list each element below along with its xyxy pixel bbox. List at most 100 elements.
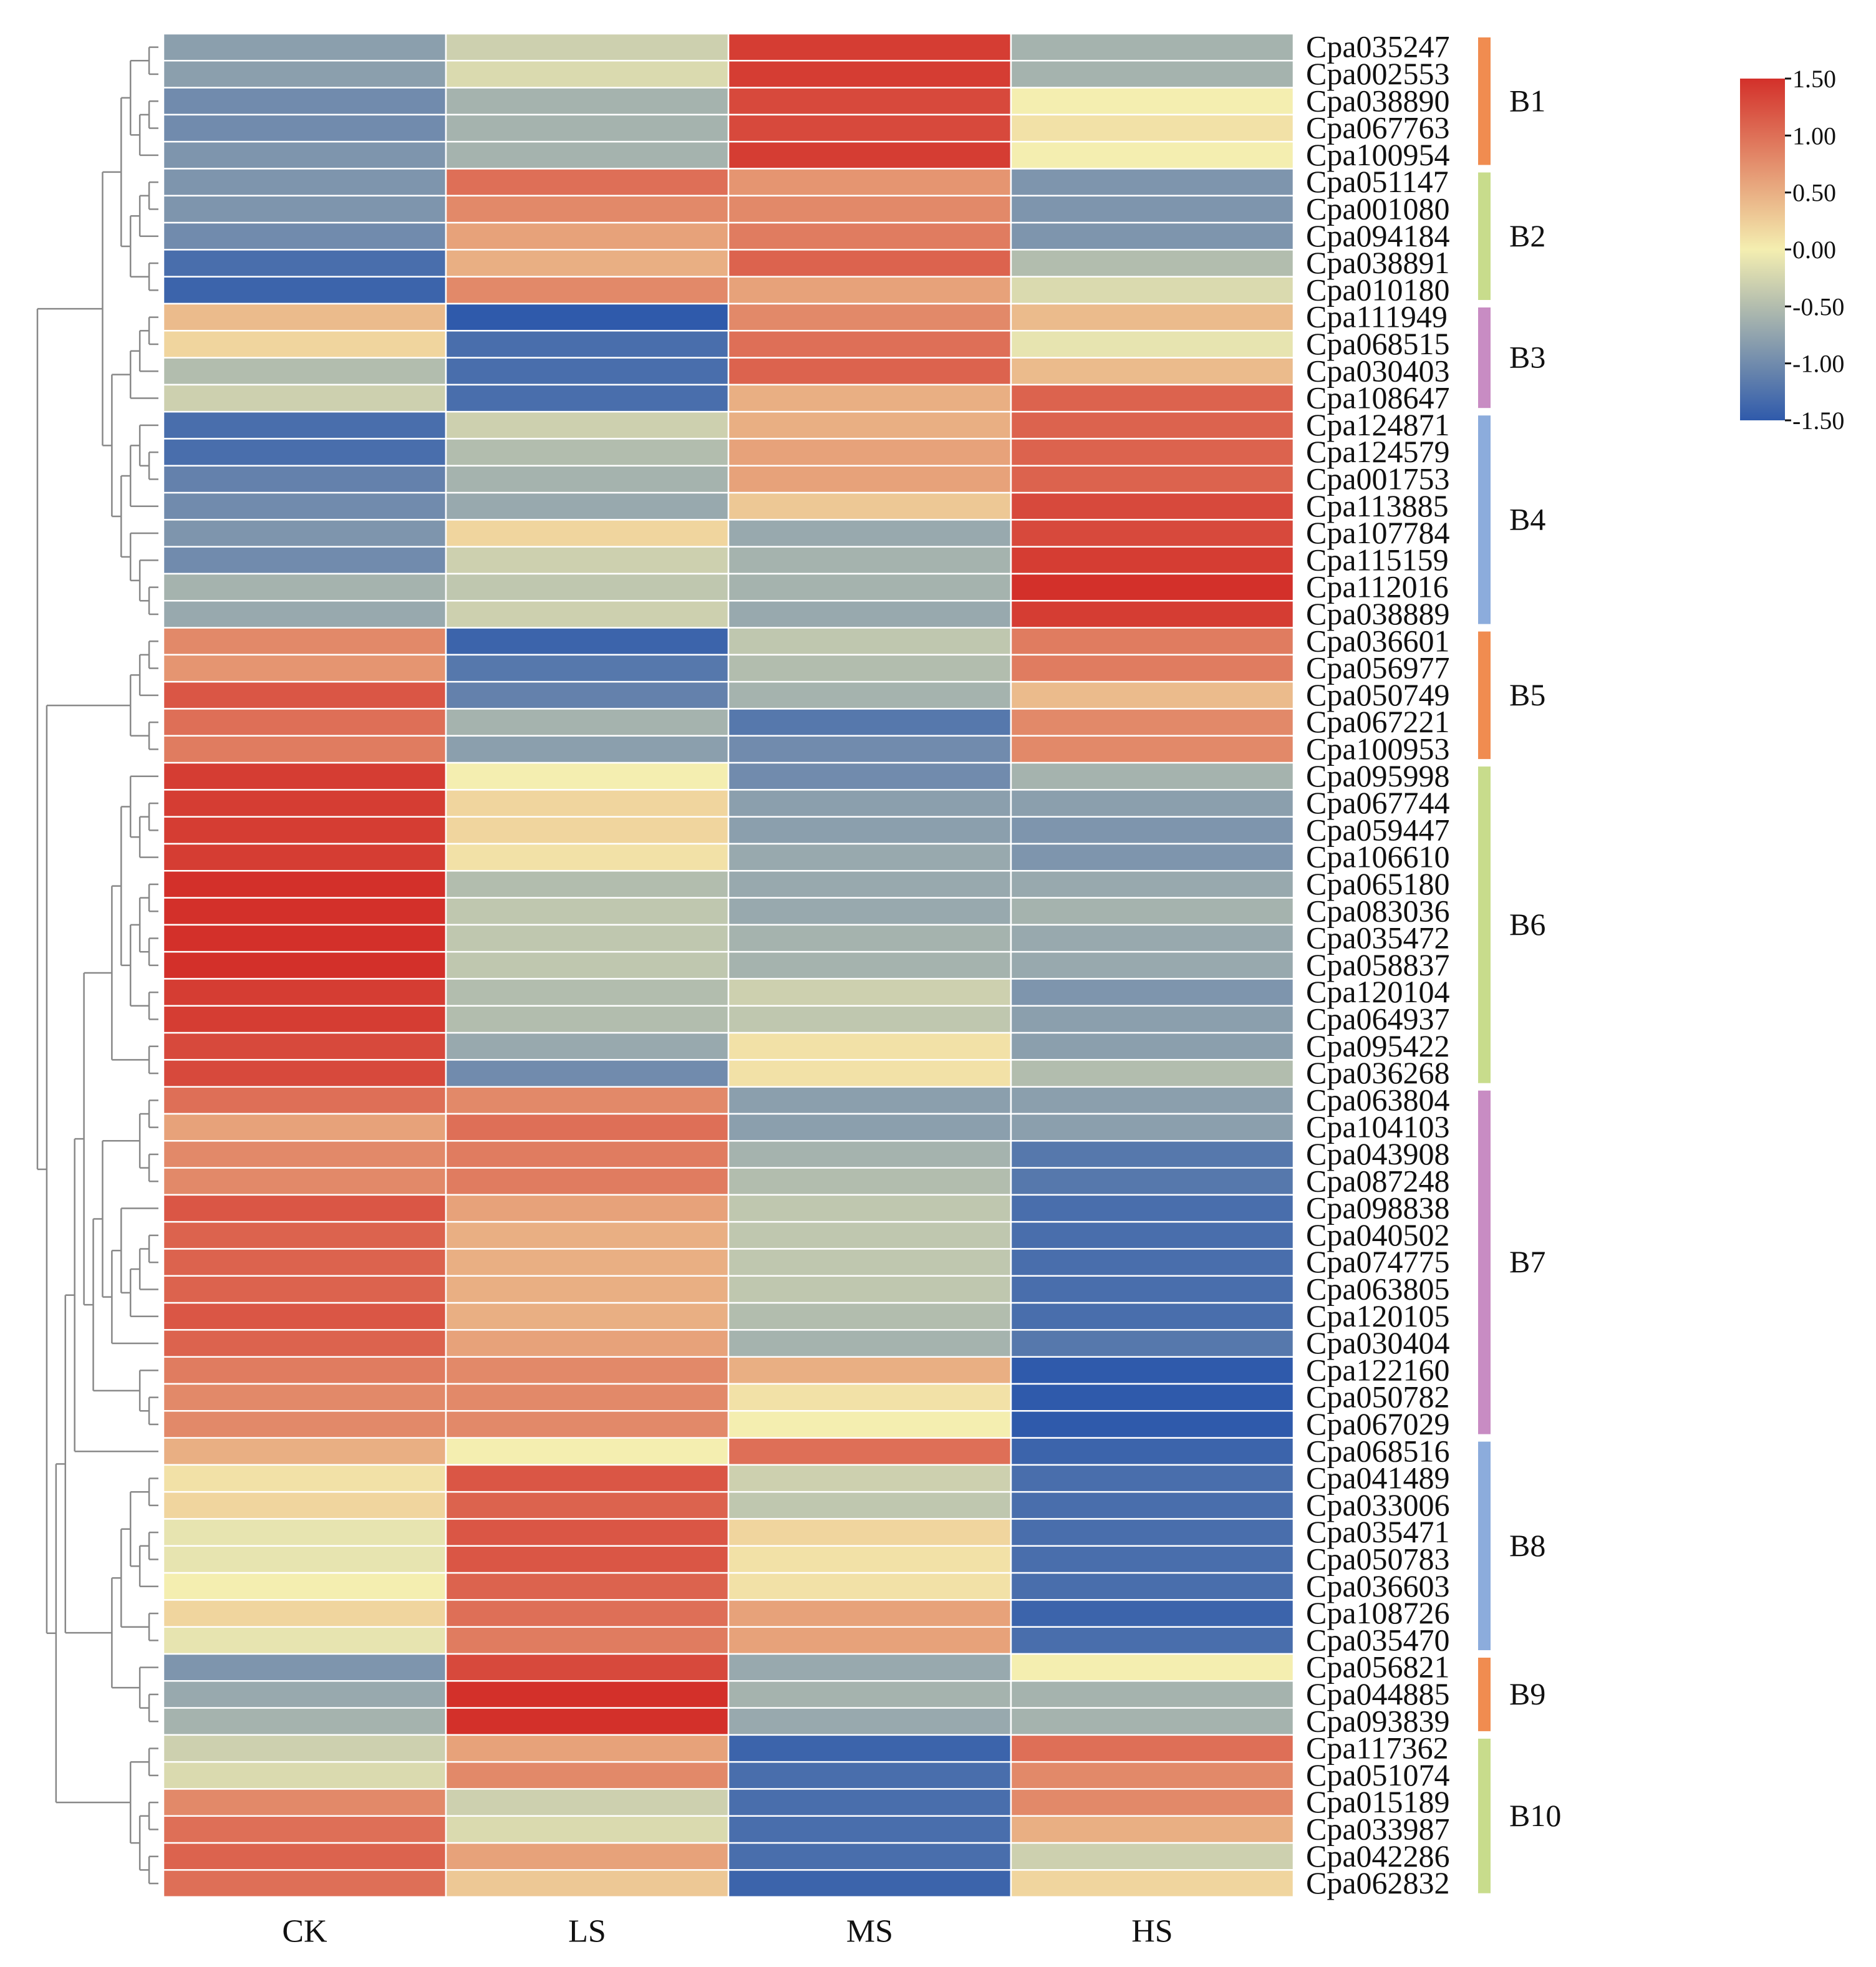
heatmap-cell	[1010, 1086, 1295, 1115]
heatmap-cell	[1010, 1653, 1295, 1682]
heatmap-cell	[727, 761, 1012, 791]
heatmap-cell	[162, 1086, 447, 1115]
row-label: Cpa036601	[1306, 623, 1450, 658]
heatmap-cell	[727, 276, 1012, 305]
row-label: Cpa124579	[1306, 434, 1450, 469]
heatmap-cell	[727, 1869, 1012, 1898]
heatmap-cell	[162, 761, 447, 791]
heatmap-cell	[727, 600, 1012, 629]
row-label: Cpa051147	[1306, 164, 1449, 199]
heatmap-cell	[727, 1626, 1012, 1655]
row-label: Cpa112016	[1306, 569, 1449, 604]
heatmap-cell	[162, 600, 447, 629]
heatmap-cell	[727, 924, 1012, 953]
heatmap-cell	[162, 330, 447, 359]
heatmap-cell	[1010, 1248, 1295, 1277]
heatmap-cell	[727, 221, 1012, 251]
heatmap-cell	[1010, 1599, 1295, 1628]
heatmap-cell	[162, 1869, 447, 1898]
heatmap-cell	[1010, 897, 1295, 926]
heatmap-cell	[727, 60, 1012, 89]
heatmap-cell	[727, 491, 1012, 521]
heatmap-cell	[162, 1194, 447, 1223]
heatmap-cell	[727, 1302, 1012, 1331]
heatmap-cell	[727, 735, 1012, 764]
row-label: Cpa030403	[1306, 353, 1450, 388]
heatmap-cell	[1010, 1788, 1295, 1817]
heatmap-cell	[1010, 1302, 1295, 1331]
row-label: Cpa087248	[1306, 1163, 1450, 1198]
heatmap-cell	[1010, 1545, 1295, 1574]
heatmap-cell	[445, 1761, 730, 1790]
row-label: Cpa063805	[1306, 1271, 1450, 1306]
heatmap-cell	[162, 1680, 447, 1709]
heatmap-cell	[445, 1491, 730, 1520]
row-label: Cpa095998	[1306, 758, 1450, 793]
heatmap-cell	[727, 1220, 1012, 1250]
heatmap-cell	[162, 32, 447, 62]
heatmap-cell	[1010, 1707, 1295, 1736]
color-scale-tick-label: -1.50	[1792, 407, 1844, 435]
row-label: Cpa035472	[1306, 921, 1450, 955]
heatmap-cell	[445, 1059, 730, 1088]
heatmap-cell	[445, 1545, 730, 1574]
heatmap-cell	[727, 1059, 1012, 1088]
cluster-bar	[1478, 631, 1491, 760]
heatmap-cell	[445, 789, 730, 818]
row-label: Cpa062832	[1306, 1865, 1450, 1900]
heatmap-cell	[445, 1140, 730, 1169]
row-label: Cpa036603	[1306, 1568, 1450, 1603]
heatmap-cell	[445, 1788, 730, 1817]
cluster-label: B2	[1509, 218, 1545, 253]
heatmap-cell	[445, 1518, 730, 1547]
heatmap-cell	[1010, 87, 1295, 116]
heatmap-cell	[1010, 627, 1295, 656]
cluster-bar	[1478, 307, 1491, 408]
heatmap-cell	[162, 1707, 447, 1736]
heatmap-cell	[727, 1167, 1012, 1196]
heatmap-cell	[162, 221, 447, 251]
heatmap-cell	[727, 708, 1012, 737]
heatmap-cell	[727, 1140, 1012, 1169]
heatmap-cell	[727, 168, 1012, 197]
row-label: Cpa041489	[1306, 1461, 1450, 1496]
heatmap-cell	[727, 546, 1012, 575]
heatmap-cell	[1010, 1167, 1295, 1196]
row-label: Cpa100954	[1306, 137, 1450, 172]
row-label: Cpa042286	[1306, 1839, 1450, 1873]
heatmap-cell	[727, 1383, 1012, 1412]
heatmap-cell	[1010, 1383, 1295, 1412]
row-label: Cpa107784	[1306, 515, 1450, 550]
heatmap-cell	[162, 843, 447, 872]
heatmap-cell	[445, 1275, 730, 1304]
heatmap-cell	[445, 1220, 730, 1250]
heatmap-cell	[162, 1572, 447, 1601]
row-label: Cpa065180	[1306, 866, 1450, 901]
heatmap-cell	[445, 978, 730, 1007]
heatmap-cell	[727, 195, 1012, 224]
heatmap-cell	[162, 978, 447, 1007]
column-label: CK	[282, 1914, 327, 1950]
row-label: Cpa002553	[1306, 56, 1450, 91]
heatmap-cell	[1010, 761, 1295, 791]
heatmap-cell	[445, 1599, 730, 1628]
row-label: Cpa111949	[1306, 299, 1448, 334]
heatmap-cell	[1010, 735, 1295, 764]
heatmap-cell	[1010, 519, 1295, 548]
heatmap-cell	[162, 87, 447, 116]
heatmap-cell	[162, 1788, 447, 1817]
heatmap-cell	[162, 627, 447, 656]
heatmap-cell	[162, 465, 447, 494]
heatmap-cell	[162, 1410, 447, 1439]
heatmap-cell	[162, 384, 447, 413]
heatmap-cell	[445, 140, 730, 170]
heatmap-cell	[162, 1005, 447, 1034]
row-label: Cpa098838	[1306, 1191, 1450, 1225]
row-label: Cpa093839	[1306, 1703, 1450, 1738]
row-label: Cpa035247	[1306, 29, 1450, 64]
cluster-label: B5	[1509, 677, 1545, 712]
row-label: Cpa030404	[1306, 1325, 1450, 1360]
heatmap-cell	[727, 1410, 1012, 1439]
heatmap-cell	[445, 546, 730, 575]
